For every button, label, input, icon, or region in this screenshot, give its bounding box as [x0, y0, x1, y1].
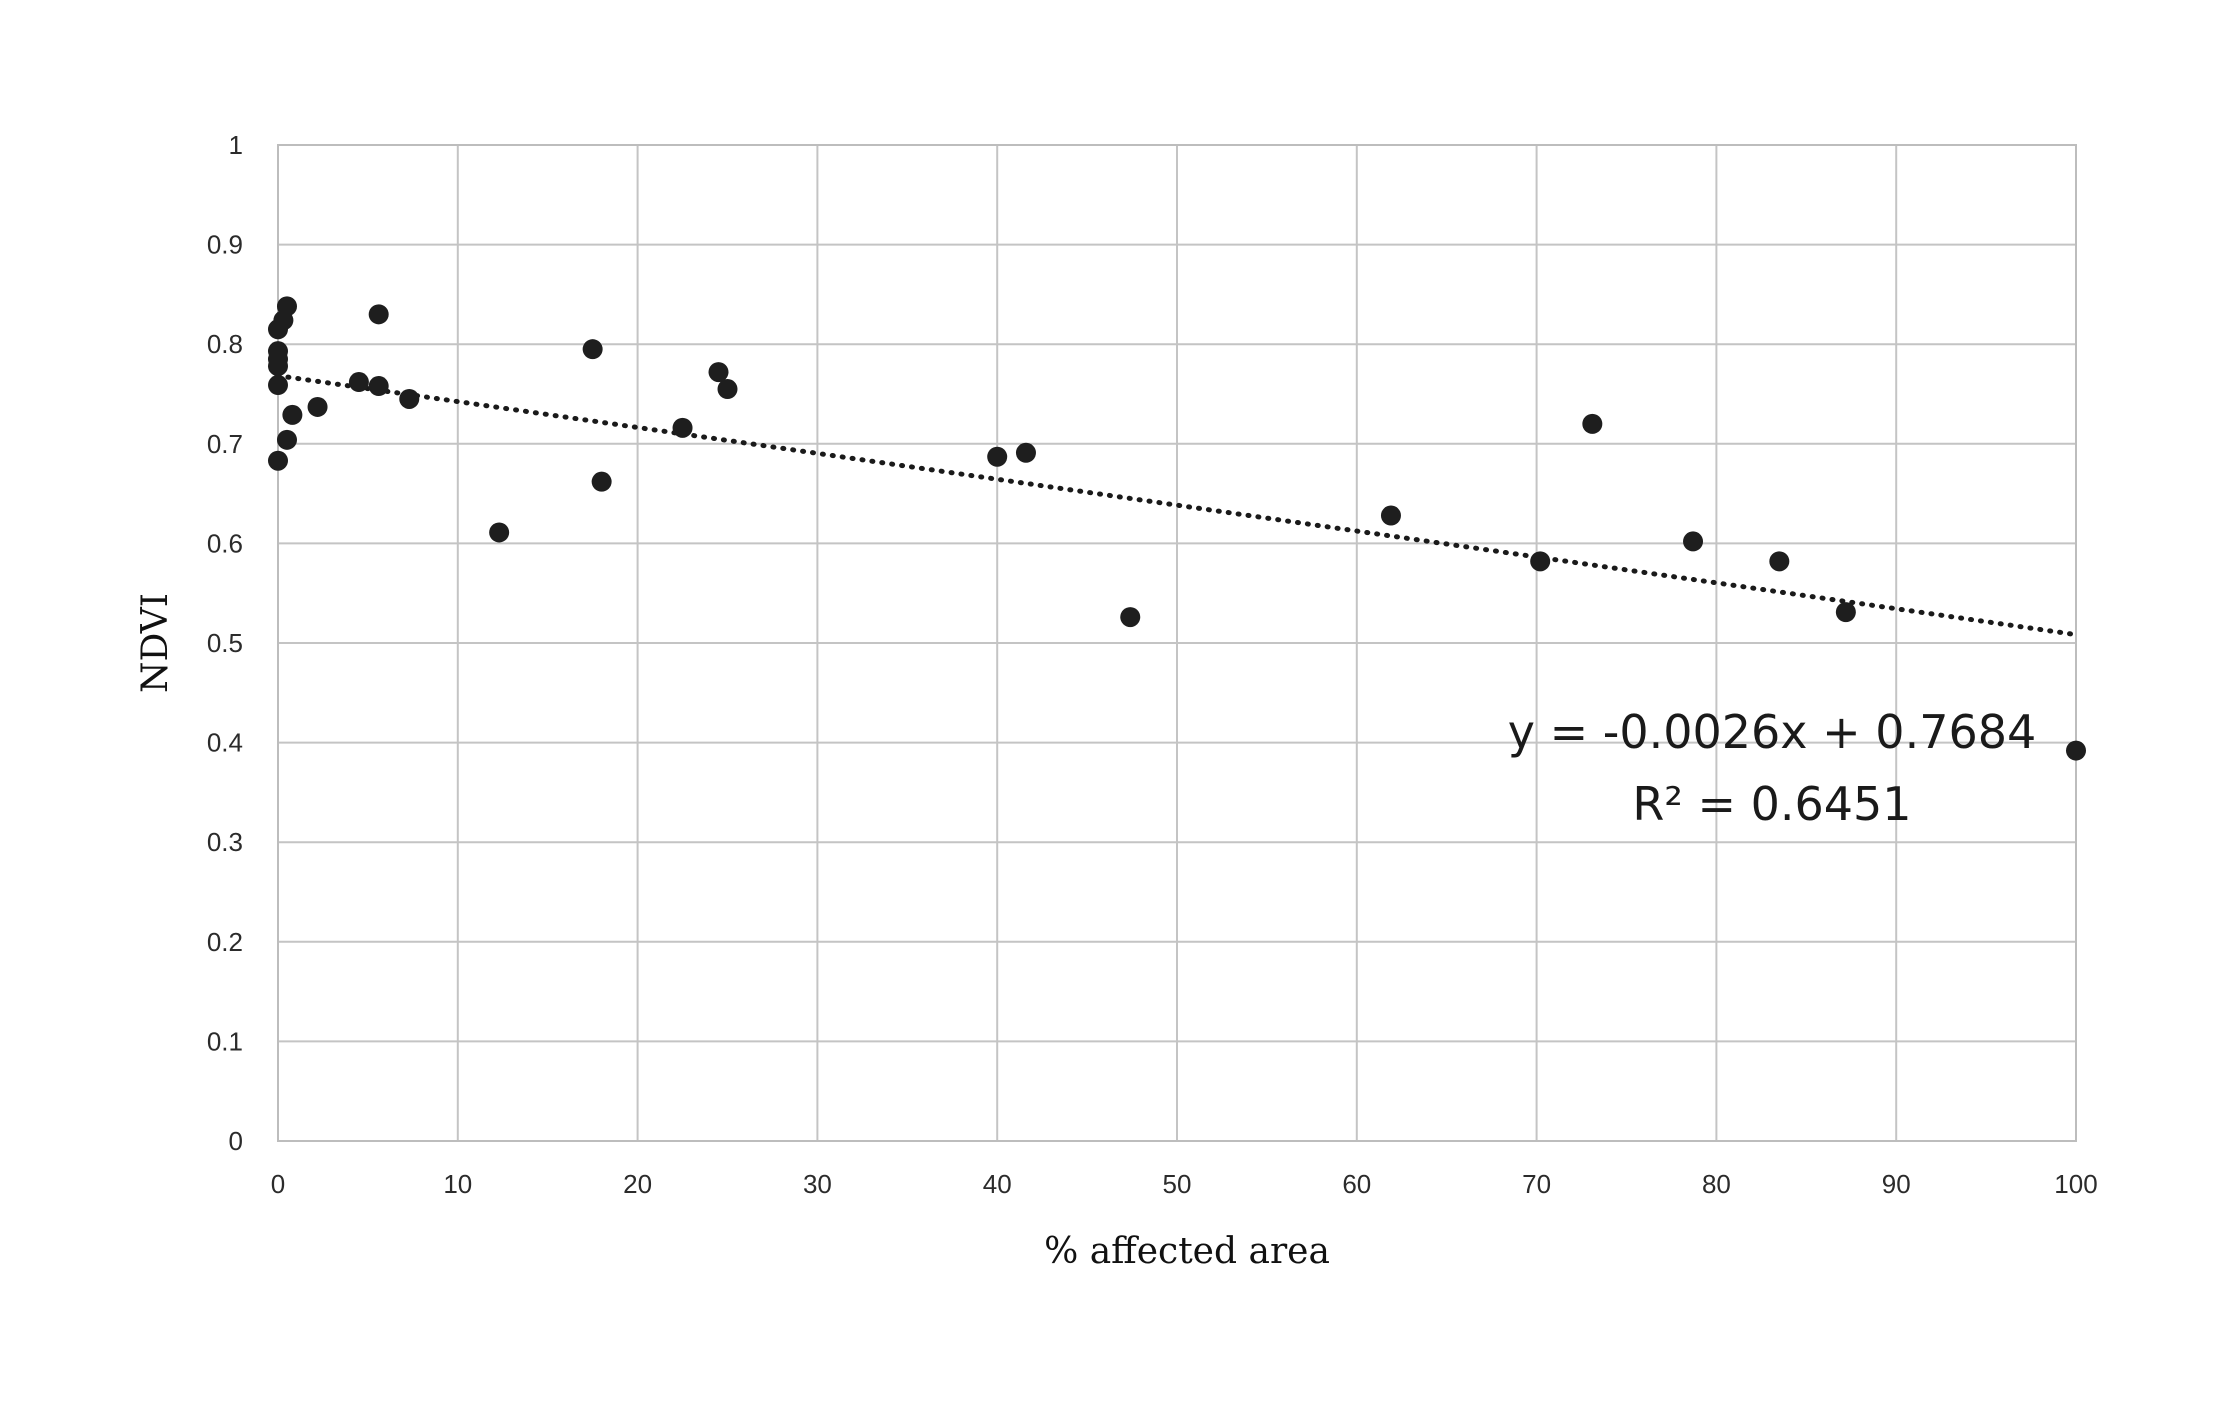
- y-tick-label: 0.7: [207, 429, 243, 459]
- y-tick-label: 0.2: [207, 927, 243, 957]
- x-tick-label: 0: [271, 1169, 285, 1199]
- data-point: [276, 296, 297, 317]
- data-point: [368, 376, 389, 397]
- y-tick-label: 0.5: [207, 628, 243, 658]
- data-point: [987, 446, 1008, 467]
- data-point: [348, 372, 369, 393]
- x-tick-labels: 0 10 20 30 40 50 60 70 80 90 100: [271, 1169, 2098, 1199]
- data-point: [717, 379, 738, 400]
- data-point: [708, 362, 729, 383]
- data-points: [268, 296, 2086, 761]
- data-point: [268, 341, 288, 362]
- x-tick-label: 70: [1522, 1169, 1551, 1199]
- data-point: [1530, 551, 1551, 572]
- y-axis-title: NDVI: [135, 593, 176, 693]
- data-point: [1582, 413, 1603, 434]
- trendline: [275, 373, 2079, 638]
- data-point: [1769, 551, 1790, 572]
- data-point: [1835, 602, 1856, 623]
- data-point: [1015, 442, 1036, 463]
- y-tick-label: 0.8: [207, 329, 243, 359]
- x-axis-title: % affected area: [1044, 1231, 1330, 1272]
- x-tick-label: 50: [1163, 1169, 1192, 1199]
- data-point: [268, 375, 288, 396]
- data-point: [399, 388, 420, 409]
- y-tick-labels: 0 0.1 0.2 0.3 0.4 0.5 0.6 0.7 0.8 0.9 1: [207, 130, 243, 1156]
- x-tick-label: 30: [803, 1169, 832, 1199]
- y-tick-label: 1: [229, 130, 243, 160]
- data-point: [591, 471, 612, 492]
- x-tick-label: 100: [2054, 1169, 2097, 1199]
- trendline-equation: y = -0.0026x + 0.7684: [1508, 705, 2037, 759]
- data-point: [1380, 505, 1401, 526]
- data-point: [582, 339, 603, 360]
- y-tick-label: 0: [229, 1126, 243, 1156]
- data-point: [2066, 740, 2086, 761]
- plot-border: [277, 144, 2077, 1142]
- x-tick-label: 20: [623, 1169, 652, 1199]
- data-point: [672, 417, 693, 438]
- y-tick-label: 0.4: [207, 728, 243, 758]
- y-tick-label: 0.6: [207, 528, 243, 558]
- data-point: [276, 429, 297, 450]
- data-point: [1120, 607, 1141, 628]
- x-tick-label: 90: [1882, 1169, 1911, 1199]
- data-point: [489, 522, 510, 543]
- data-point: [1683, 531, 1704, 552]
- y-tick-label: 0.1: [207, 1026, 243, 1056]
- r-squared-label: R² = 0.6451: [1632, 777, 1911, 831]
- data-point: [268, 450, 288, 471]
- x-tick-label: 80: [1702, 1169, 1731, 1199]
- data-point: [282, 404, 303, 425]
- x-tick-label: 10: [443, 1169, 472, 1199]
- data-point: [368, 304, 389, 325]
- data-point: [307, 396, 328, 417]
- x-tick-label: 40: [983, 1169, 1012, 1199]
- x-tick-label: 60: [1342, 1169, 1371, 1199]
- y-tick-label: 0.3: [207, 827, 243, 857]
- y-tick-label: 0.9: [207, 230, 243, 260]
